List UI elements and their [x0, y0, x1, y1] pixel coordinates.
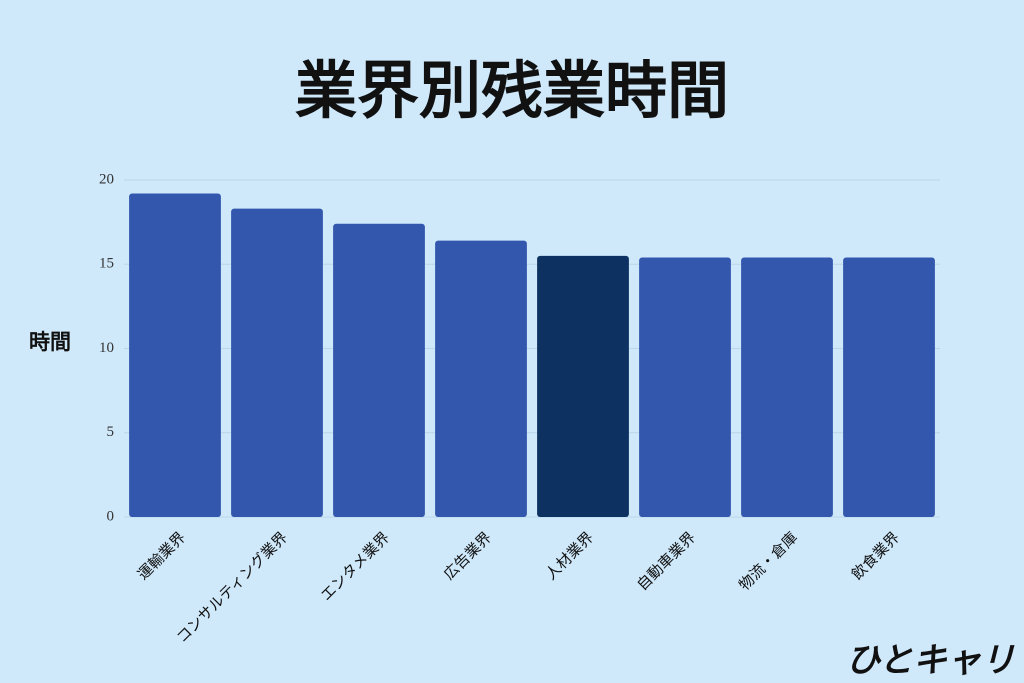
y-tick-label: 20	[99, 171, 114, 187]
bar	[231, 208, 323, 517]
bar	[435, 240, 527, 517]
bar	[741, 257, 833, 517]
y-tick-label: 0	[107, 508, 115, 524]
y-tick-label: 15	[99, 256, 114, 272]
bar	[537, 255, 629, 517]
bar	[333, 223, 425, 517]
y-axis-label: 時間	[29, 330, 71, 354]
y-tick-label: 10	[99, 340, 114, 356]
bar	[129, 193, 221, 518]
bar	[843, 257, 935, 517]
chart-title: 業界別残業時間	[295, 54, 729, 127]
bar	[639, 257, 731, 517]
y-tick-label: 5	[107, 424, 115, 440]
logo: ひとキャリ	[846, 641, 1015, 681]
